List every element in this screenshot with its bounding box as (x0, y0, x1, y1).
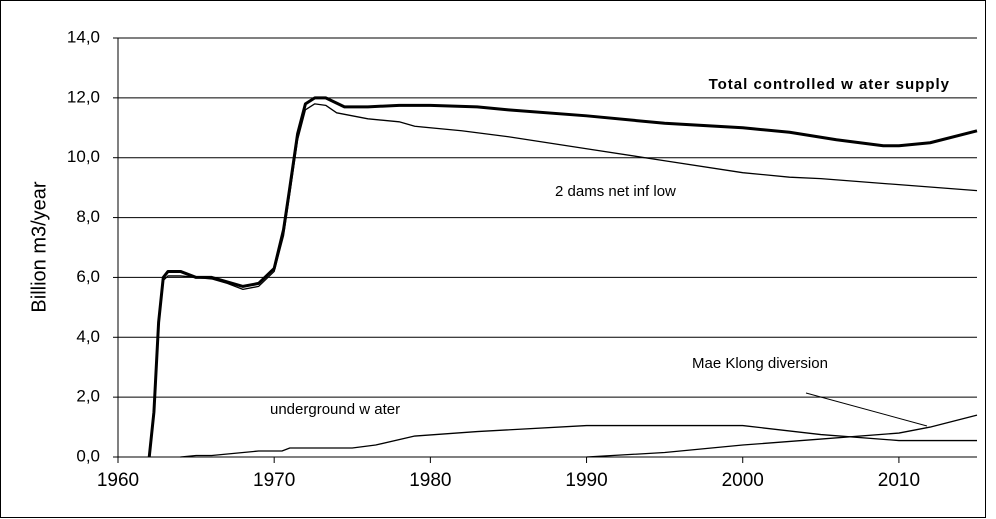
y-axis-label: Billion m3/year (28, 181, 50, 313)
series-label: Mae Klong diversion (692, 355, 828, 372)
x-tick-label: 2010 (878, 470, 920, 491)
series-line (148, 103, 978, 458)
y-tick-label: 2,0 (76, 387, 100, 406)
series-label: 2 dams net inf low (555, 183, 676, 200)
y-tick-label: 8,0 (76, 207, 100, 226)
series-line (147, 96, 978, 458)
y-tick-label: 0,0 (76, 446, 100, 465)
y-tick-label: 14,0 (67, 27, 100, 46)
series-label: Total controlled w ater supply (709, 76, 950, 93)
y-tick-label: 12,0 (67, 87, 100, 106)
x-tick-label: 1970 (253, 470, 295, 491)
series-line (586, 414, 978, 458)
x-tick-label: 1960 (97, 470, 139, 491)
series-label: underground w ater (270, 401, 400, 418)
y-tick-label: 10,0 (67, 147, 100, 166)
x-tick-label: 2000 (722, 470, 764, 491)
y-tick-label: 4,0 (76, 327, 100, 346)
annotation-leader (805, 392, 928, 427)
x-tick-label: 1990 (565, 470, 607, 491)
y-tick-label: 6,0 (76, 267, 100, 286)
x-tick-label: 1980 (409, 470, 451, 491)
series-line (180, 424, 977, 458)
